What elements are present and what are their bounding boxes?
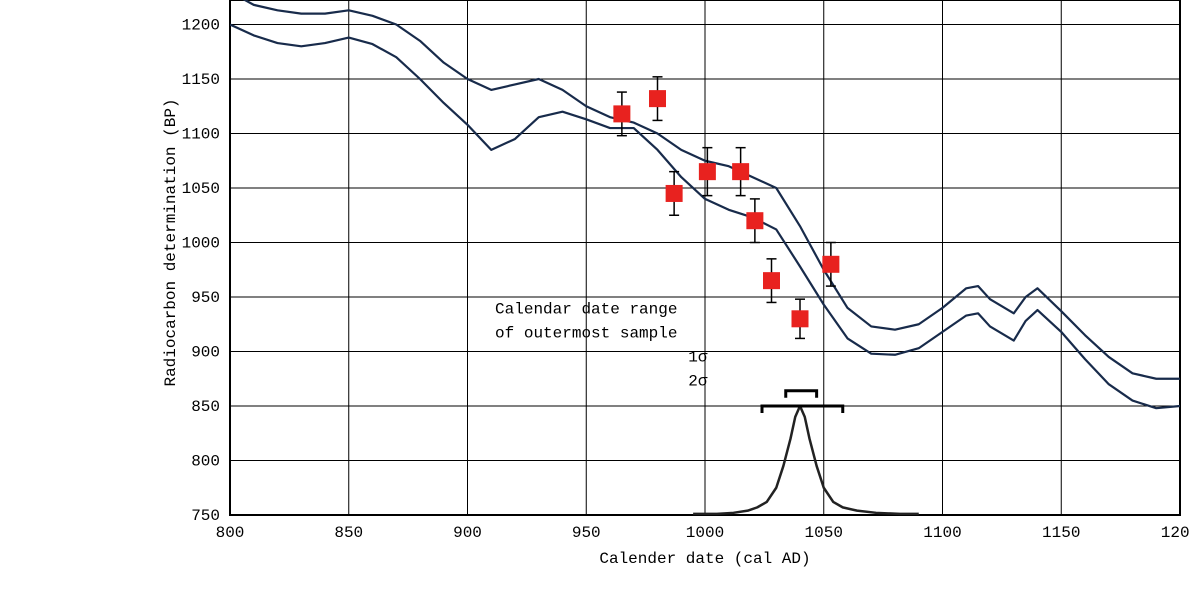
x-tick-label: 1100 xyxy=(923,524,961,542)
y-tick-label: 850 xyxy=(191,398,220,416)
radiocarbon-chart: 8008509009501000105011001150120075080085… xyxy=(0,0,1190,611)
annotation-line: Calendar date range xyxy=(495,300,677,318)
y-tick-label: 1000 xyxy=(182,235,220,253)
sample-marker xyxy=(613,105,630,122)
y-tick-label: 800 xyxy=(191,453,220,471)
y-tick-label: 1100 xyxy=(182,126,220,144)
x-tick-label: 1200 xyxy=(1161,524,1190,542)
x-tick-label: 800 xyxy=(216,524,245,542)
x-tick-label: 1050 xyxy=(805,524,843,542)
y-tick-label: 750 xyxy=(191,507,220,525)
x-axis-label: Calender date (cal AD) xyxy=(599,550,810,568)
annotation-sigma1: 1σ xyxy=(688,348,708,366)
sample-marker xyxy=(666,185,683,202)
annotation-sigma2: 2σ xyxy=(688,372,708,390)
y-tick-label: 1150 xyxy=(182,71,220,89)
sample-marker xyxy=(746,212,763,229)
y-tick-label: 900 xyxy=(191,344,220,362)
y-axis-label: Radiocarbon determination (BP) xyxy=(162,98,180,386)
sample-marker xyxy=(649,90,666,107)
x-tick-label: 900 xyxy=(453,524,482,542)
x-tick-label: 950 xyxy=(572,524,601,542)
y-tick-label: 1050 xyxy=(182,180,220,198)
sample-marker xyxy=(699,163,716,180)
x-tick-label: 1150 xyxy=(1042,524,1080,542)
sample-marker xyxy=(763,272,780,289)
sample-marker xyxy=(822,256,839,273)
annotation-line: of outermost sample xyxy=(495,324,677,342)
y-tick-label: 950 xyxy=(191,289,220,307)
y-tick-label: 1200 xyxy=(182,17,220,35)
sample-marker xyxy=(792,310,809,327)
x-tick-label: 850 xyxy=(334,524,363,542)
chart-svg: 8008509009501000105011001150120075080085… xyxy=(0,0,1190,611)
sample-marker xyxy=(732,163,749,180)
x-tick-label: 1000 xyxy=(686,524,724,542)
